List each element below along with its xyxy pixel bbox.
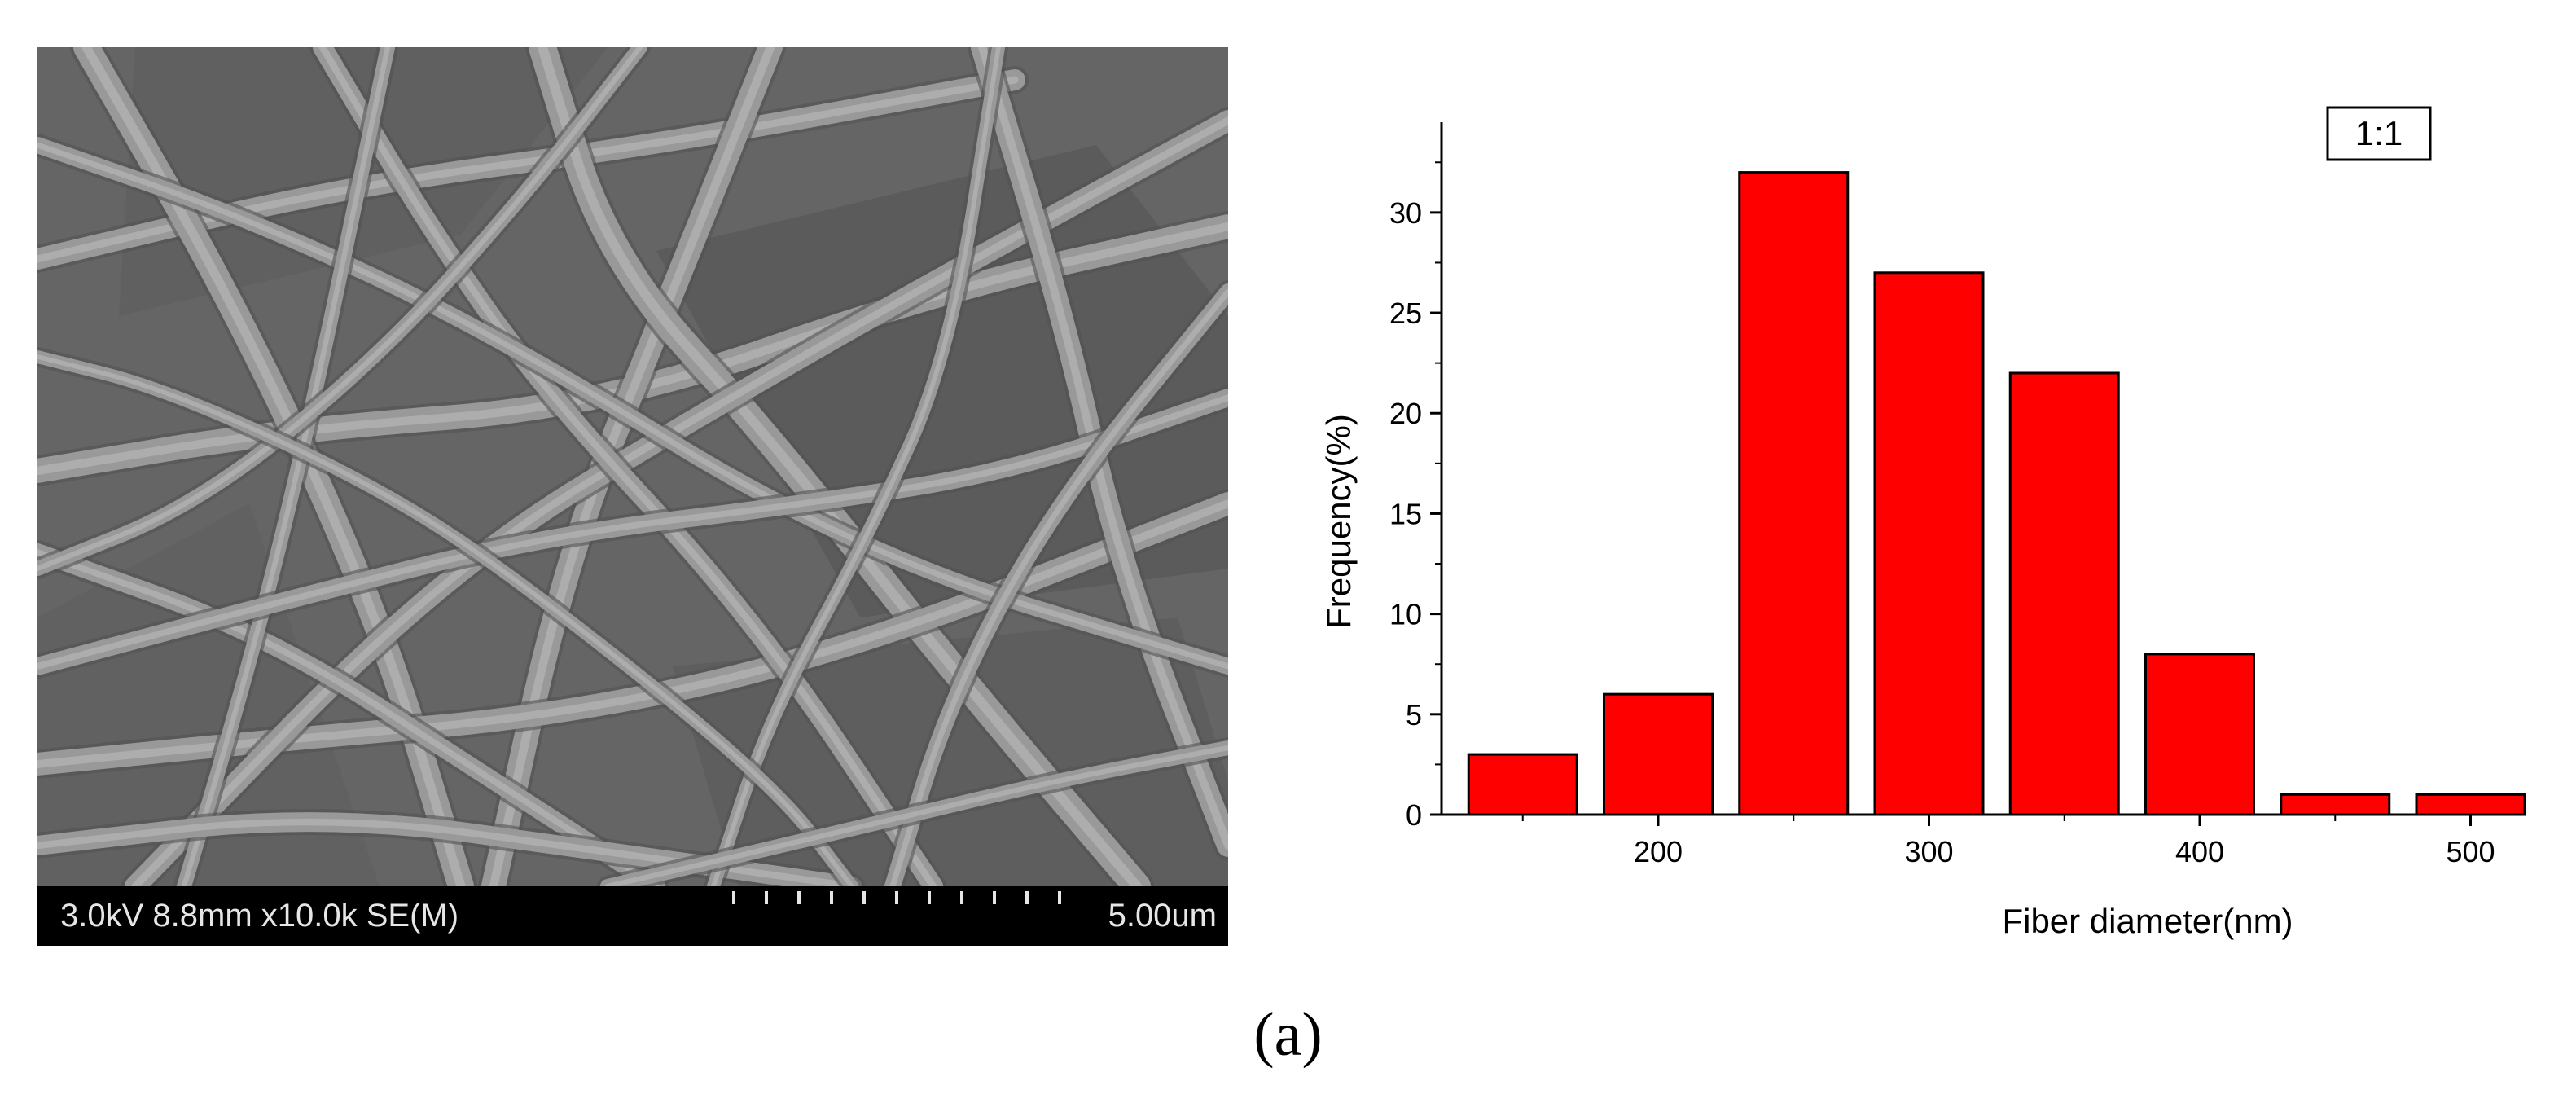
bar-350 xyxy=(2008,371,2120,816)
bar-500 xyxy=(2415,793,2526,816)
y-tick-label: 10 xyxy=(1389,598,1422,631)
y-tick-label: 5 xyxy=(1406,698,1422,732)
sem-acquisition-info: 3.0kV 8.8mm x10.0k SE(M) xyxy=(60,898,459,934)
bar-450 xyxy=(2280,793,2391,816)
bar-250 xyxy=(1738,171,1850,816)
y-tick-label: 30 xyxy=(1389,196,1422,230)
x-tick-label: 300 xyxy=(1904,835,1953,868)
sem-scale-label: 5.00um xyxy=(1108,898,1217,934)
y-axis-ticks: 0 5 10 15 20 25 30 xyxy=(1389,161,1442,832)
sem-info-bar xyxy=(37,886,1228,946)
y-tick-label: 25 xyxy=(1389,297,1422,330)
x-axis-title: Fiber diameter(nm) xyxy=(2002,902,2293,940)
y-tick-label: 15 xyxy=(1389,497,1422,530)
bar-400 xyxy=(2144,653,2255,816)
x-axis-ticks: 200 300 400 500 xyxy=(1521,815,2495,868)
legend-box: 1:1 xyxy=(2326,106,2432,161)
x-tick-label: 500 xyxy=(2446,835,2495,868)
panel-label: (a) xyxy=(1253,1000,1323,1069)
x-tick-label: 200 xyxy=(1634,835,1683,868)
sem-scale-bar xyxy=(732,891,1061,904)
bar-150 xyxy=(1467,753,1578,816)
legend-label: 1:1 xyxy=(2355,114,2403,152)
y-axis-title: Frequency(%) xyxy=(1319,414,1358,629)
bar-200 xyxy=(1603,692,1714,816)
bar-group xyxy=(1467,171,2526,816)
sem-micrograph: 3.0kV 8.8mm x10.0k SE(M) 5.00um xyxy=(37,47,1228,946)
x-tick-label: 400 xyxy=(2175,835,2224,868)
y-tick-label: 0 xyxy=(1406,798,1422,832)
bar-300 xyxy=(1873,271,1985,816)
y-tick-label: 20 xyxy=(1389,397,1422,430)
fiber-diameter-histogram: 0 5 10 15 20 25 30 200 300 400 500 Frequency(%) F… xyxy=(1319,106,2526,940)
sem-fiber-image xyxy=(37,47,1228,886)
axes xyxy=(1440,122,2525,816)
